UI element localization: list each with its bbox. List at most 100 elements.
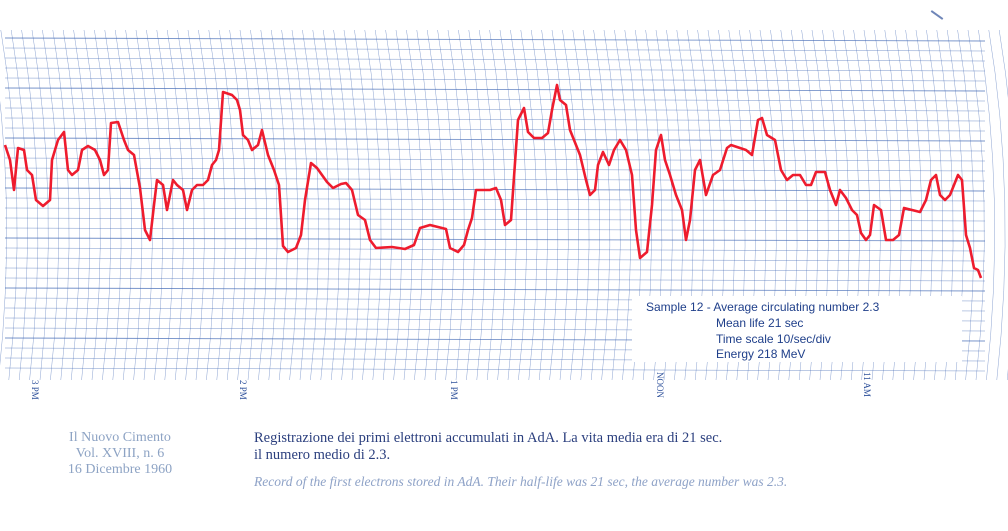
italian-caption-line-2: il numero medio di 2.3.	[254, 447, 391, 463]
grid-line-horizontal	[4, 107, 986, 112]
grid-line-arc	[364, 29, 382, 381]
grid-line-arc	[62, 29, 80, 381]
grid-line-horizontal	[4, 117, 986, 122]
grid-line-arc	[94, 29, 111, 381]
tick-label-3pm: 3 PM	[30, 380, 40, 400]
annotation-line-sample: Sample 12 - Average circulating number 2…	[646, 300, 880, 314]
grid-line-arc	[250, 29, 267, 381]
grid-line-arc	[426, 29, 444, 381]
grid-line-arc	[208, 29, 226, 381]
grid-line-horizontal	[4, 97, 986, 102]
grid-line-arc	[322, 29, 340, 381]
grid-line-horizontal	[4, 137, 986, 142]
grid-line-horizontal	[4, 217, 986, 222]
grid-line-horizontal	[4, 37, 986, 42]
grid-line-arc	[520, 29, 538, 381]
grid-line-horizontal	[4, 367, 986, 372]
grid-line-arc	[302, 29, 319, 381]
grid-line-arc	[572, 29, 590, 381]
annotation-line-mean-life: Mean life 21 sec	[716, 316, 804, 330]
grid-line-arc	[967, 29, 985, 381]
grid-line-arc	[499, 29, 517, 381]
italian-caption: Registrazione dei primi elettroni accumu…	[254, 430, 722, 464]
chart-recording: Sample 12 - Average circulating number 2…	[0, 10, 1008, 400]
grid-line-arc	[218, 29, 236, 381]
grid-line-arc	[510, 29, 527, 381]
grid-line-arc	[998, 29, 1008, 381]
grid-line-arc	[978, 29, 995, 381]
grid-line-arc	[603, 29, 621, 381]
grid-line-arc	[83, 29, 101, 381]
journal-volume: Vol. XVIII, n. 6	[75, 446, 165, 461]
grid-line-arc	[385, 29, 403, 381]
grid-line-arc	[333, 29, 351, 381]
grid-line-arc	[239, 29, 257, 381]
english-caption: Record of the first electrons stored in …	[254, 474, 788, 489]
grid-line-arc	[593, 29, 611, 381]
grid-line-horizontal	[4, 87, 986, 92]
grid-line-horizontal	[4, 237, 986, 242]
annotation-line-time-scale: Time scale 10/sec/div	[716, 332, 831, 346]
grid-line-horizontal	[4, 67, 986, 72]
grid-line-horizontal	[4, 287, 986, 292]
grid-line-arc	[541, 29, 559, 381]
grid-line-arc	[104, 29, 122, 381]
grid-line-arc	[270, 29, 288, 381]
grid-line-arc	[260, 29, 278, 381]
grid-line-horizontal	[4, 177, 986, 182]
tick-label-1pm: 1 PM	[449, 380, 459, 400]
grid-line-arc	[135, 29, 153, 381]
tick-label-noon: NOON	[655, 372, 665, 398]
series-trace-line	[3, 83, 983, 279]
grid-line-arc	[73, 29, 91, 381]
grid-line-arc	[198, 29, 215, 381]
grid-line-arc	[395, 29, 413, 381]
grid-line-arc	[10, 29, 28, 381]
grid-line-arc	[489, 29, 507, 381]
grid-line-arc	[229, 29, 247, 381]
tick-label-11am: 11 AM	[862, 372, 872, 397]
grid-line-arc	[437, 29, 455, 381]
grid-line-arc	[291, 29, 309, 381]
grid-line-horizontal	[4, 227, 986, 232]
grid-line-arc	[957, 29, 975, 381]
grid-line-arc	[551, 29, 569, 381]
grid-line-arc	[447, 29, 465, 381]
grid-line-arc	[478, 29, 496, 381]
grid-line-horizontal	[4, 157, 986, 162]
grid-line-horizontal	[4, 57, 986, 62]
grid-line-horizontal	[4, 147, 986, 152]
journal-name: Il Nuovo Cimento	[69, 430, 171, 445]
journal-date: 16 Dicembre 1960	[67, 462, 173, 477]
grid-line-horizontal	[4, 167, 986, 172]
grid-line-arc	[52, 29, 70, 381]
grid-line-arc	[177, 29, 195, 381]
grid-line-horizontal	[4, 127, 986, 132]
grid-line-arc	[530, 29, 548, 381]
grid-line-arc	[468, 29, 486, 381]
grid-line-arc	[374, 29, 392, 381]
grid-line-arc	[166, 29, 184, 381]
annotation-line-energy: Energy 218 MeV	[716, 347, 806, 361]
grid-line-arc	[0, 99, 7, 368]
grid-line-horizontal	[4, 247, 986, 252]
grid-line-arc	[614, 29, 631, 381]
grid-line-arc	[42, 29, 59, 381]
grid-line-arc	[0, 29, 18, 381]
grid-line-arc	[988, 29, 1006, 381]
grid-line-arc	[187, 29, 205, 381]
grid-line-horizontal	[4, 47, 986, 52]
grid-line-arc	[582, 29, 600, 381]
tick-label-2pm: 2 PM	[238, 380, 248, 400]
grid-line-horizontal	[4, 277, 986, 282]
grid-line-arc	[312, 29, 330, 381]
grid-line-horizontal	[4, 77, 986, 82]
grid-line-arc	[562, 29, 579, 381]
grid-line-arc	[146, 29, 163, 381]
grid-line-arc	[416, 29, 434, 381]
grid-line-arc	[343, 29, 361, 381]
grid-line-arc	[281, 29, 299, 381]
journal-reference: Il Nuovo Cimento Vol. XVIII, n. 6 16 Dic…	[20, 430, 220, 478]
grid-line-arc	[406, 29, 423, 381]
grid-line-arc	[354, 29, 371, 381]
